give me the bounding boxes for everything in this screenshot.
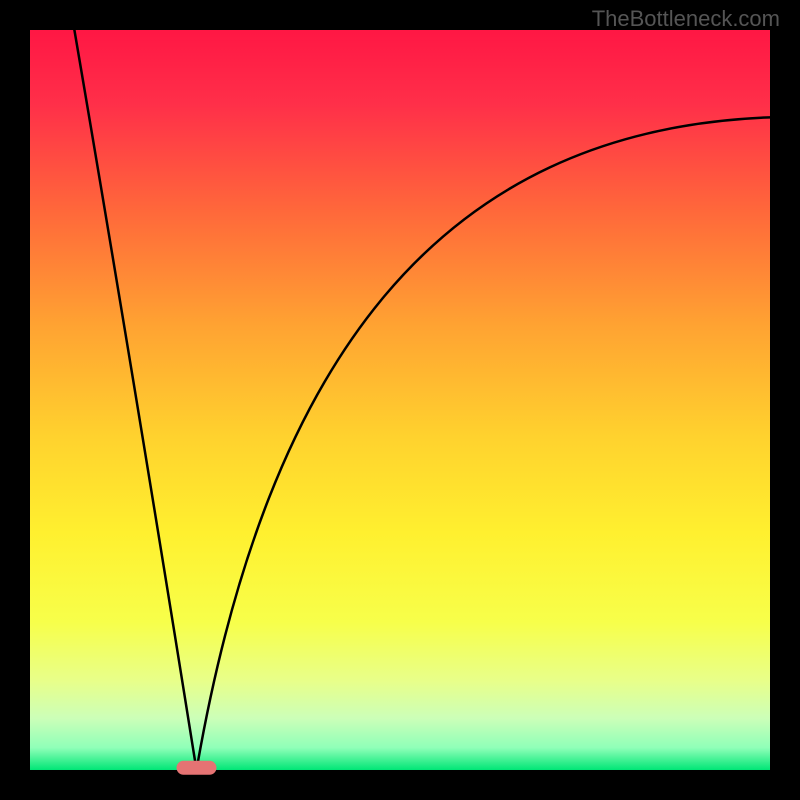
bottleneck-chart	[0, 0, 800, 800]
optimal-marker	[177, 761, 217, 775]
chart-container: TheBottleneck.com	[0, 0, 800, 800]
watermark-text: TheBottleneck.com	[592, 6, 780, 32]
plot-area	[30, 30, 770, 770]
